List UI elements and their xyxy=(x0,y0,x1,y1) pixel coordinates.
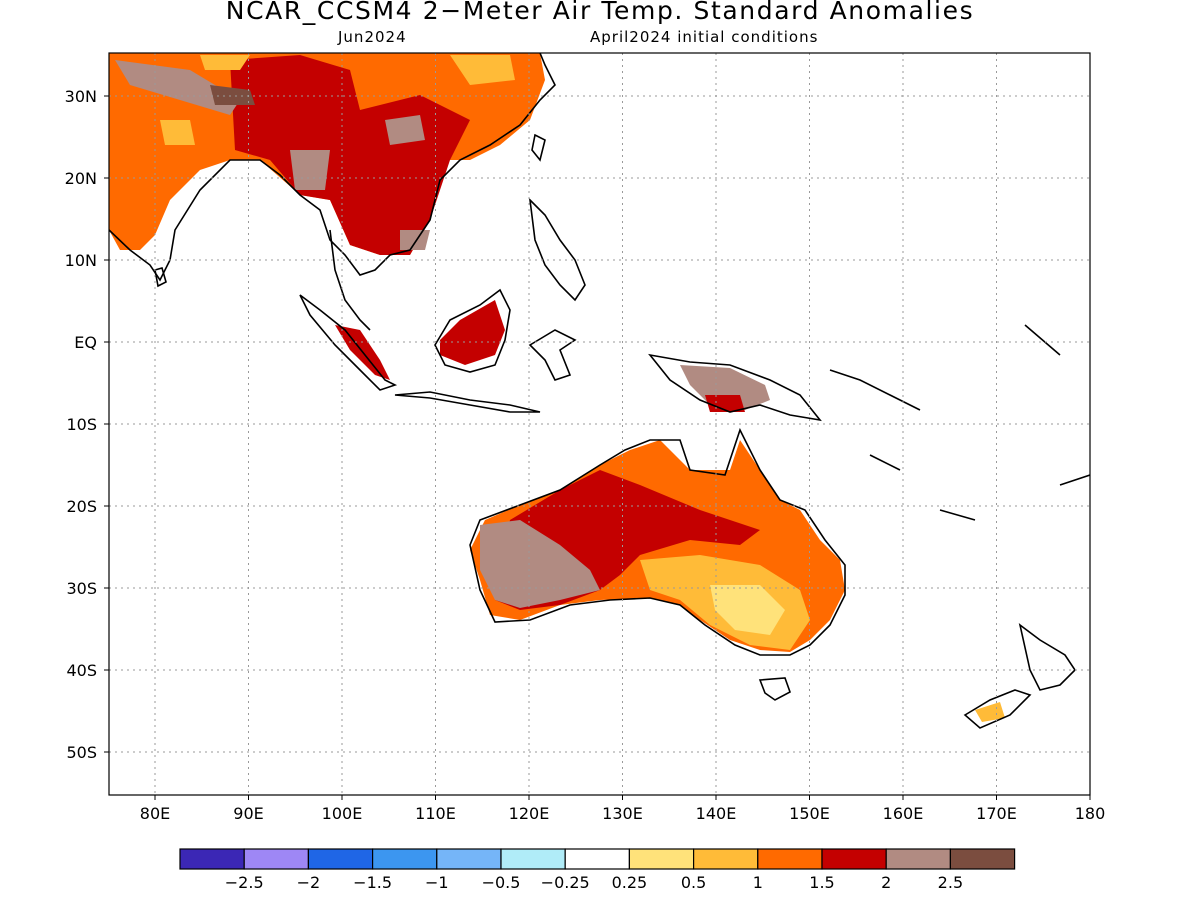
colorbar-swatch xyxy=(436,848,502,870)
colorbar-swatch xyxy=(179,848,245,870)
philippines-outline xyxy=(528,197,586,302)
colorbar-swatch xyxy=(692,848,759,870)
anomaly-region-asia-max xyxy=(210,85,255,105)
colorbar-label: 2.5 xyxy=(938,873,963,892)
colorbar-swatch xyxy=(628,848,695,870)
anomaly-region-australia-core xyxy=(710,585,785,635)
lon-label: 100E xyxy=(322,804,363,823)
new-zealand-outline xyxy=(963,623,1077,729)
colorbar-label: 1 xyxy=(753,873,763,892)
lat-label: 30N xyxy=(65,87,97,106)
colorbar-label: −0.5 xyxy=(482,873,521,892)
lat-label: 50S xyxy=(66,743,97,762)
lon-label: 140E xyxy=(696,804,737,823)
lat-label: EQ xyxy=(74,333,97,352)
anomaly-region-newguinea xyxy=(680,365,770,410)
colorbar-label: −1.5 xyxy=(353,873,392,892)
anomaly-region-australia-extreme xyxy=(480,520,600,608)
forecast-month: Jun2024 xyxy=(338,28,407,46)
tasmania-outline xyxy=(758,677,791,701)
anomaly-region-asia-veryhigh xyxy=(230,55,470,255)
colorbar-swatch xyxy=(243,848,309,870)
lat-label: 10S xyxy=(66,415,97,434)
anomaly-region-asia-moderate xyxy=(160,55,515,145)
colorbar-swatch xyxy=(885,848,952,870)
anomaly-region-newzealand xyxy=(975,702,1005,722)
asia-coastline xyxy=(109,53,556,282)
colorbar-label: −2.5 xyxy=(225,873,264,892)
sulawesi-outline xyxy=(528,329,577,381)
pacific-islands-outline xyxy=(829,324,1090,521)
sri-lanka-outline xyxy=(154,267,167,288)
colorbar-swatch xyxy=(757,848,823,870)
lon-label: 150E xyxy=(789,804,830,823)
colorbar-swatch xyxy=(372,848,438,870)
colorbar-swatch xyxy=(307,848,374,870)
borneo-outline xyxy=(434,288,511,373)
colorbar-label: 2 xyxy=(881,873,891,892)
lon-label: 180 xyxy=(1075,804,1106,823)
lon-label: 80E xyxy=(140,804,170,823)
lon-label: 130E xyxy=(602,804,643,823)
colorbar-label: 0.25 xyxy=(612,873,648,892)
longitude-labels: 80E 90E 100E 110E 120E 130E 140E 150E 160E 170E 18… xyxy=(140,795,1106,823)
lon-label: 110E xyxy=(415,804,456,823)
colorbar-label: −1 xyxy=(425,873,449,892)
java-outline xyxy=(394,391,541,413)
coastlines xyxy=(109,53,1090,729)
lat-label: 10N xyxy=(65,251,97,270)
lat-label: 20N xyxy=(65,169,97,188)
lat-label: 40S xyxy=(66,661,97,680)
colorbar-label: −0.25 xyxy=(541,873,590,892)
colorbar-label: 0.5 xyxy=(681,873,706,892)
lon-label: 120E xyxy=(509,804,550,823)
taiwan-outline xyxy=(531,133,546,162)
anomaly-region-asia-extreme xyxy=(115,60,430,250)
lon-label: 160E xyxy=(883,804,924,823)
lon-label: 90E xyxy=(233,804,263,823)
colorbar-swatch xyxy=(949,848,1016,870)
malay-peninsula-outline xyxy=(329,229,371,331)
new-guinea-outline xyxy=(648,353,822,422)
lat-label: 20S xyxy=(66,497,97,516)
colorbar-swatch xyxy=(821,848,887,870)
colorbar-label: 1.5 xyxy=(809,873,834,892)
initial-conditions-note: April2024 initial conditions xyxy=(590,28,819,46)
colorbar-label: −2 xyxy=(297,873,321,892)
lat-label: 30S xyxy=(66,579,97,598)
colorbar-swatch xyxy=(564,848,631,870)
australia-outline xyxy=(469,427,846,656)
colorbar-swatch xyxy=(500,848,566,870)
map-title: NCAR_CCSM4 2−Meter Air Temp. Standard An… xyxy=(225,0,975,25)
anomaly-region-borneo xyxy=(440,300,505,365)
anomaly-region-newguinea-hot xyxy=(705,395,745,412)
latitude-labels: 30N 20N 10N EQ 10S 20S 30S 40S 50S xyxy=(65,87,109,762)
graticule-grid xyxy=(109,53,1090,795)
lon-label: 170E xyxy=(976,804,1017,823)
sumatra-outline xyxy=(299,294,398,391)
